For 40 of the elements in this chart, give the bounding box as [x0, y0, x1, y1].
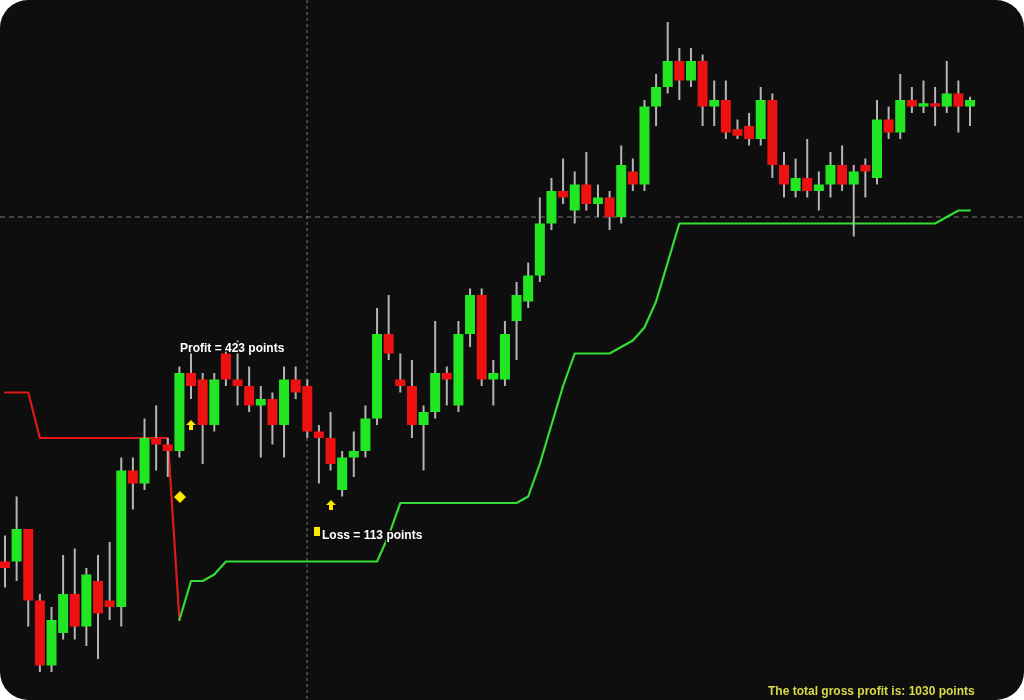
candlestick	[581, 151, 592, 212]
candlestick	[244, 365, 255, 413]
candlestick	[790, 157, 801, 199]
candlestick	[825, 151, 836, 199]
candlestick	[848, 164, 859, 238]
candlestick	[674, 47, 685, 101]
candlestick	[883, 105, 894, 140]
candlestick	[709, 79, 720, 127]
candlestick	[651, 73, 662, 127]
candlestick	[930, 86, 941, 127]
candlestick	[627, 157, 638, 192]
candlestick	[778, 151, 789, 199]
candlestick	[162, 437, 173, 478]
candlestick	[441, 365, 452, 407]
candlestick	[941, 60, 952, 114]
candlestick	[813, 170, 824, 212]
candlestick	[837, 144, 848, 192]
candlestick	[255, 385, 266, 459]
candlestick	[558, 157, 569, 205]
text: The total gross profit is: 1030 points	[768, 684, 976, 698]
candlestick	[906, 86, 917, 114]
candlestick	[313, 424, 324, 485]
candlestick	[151, 404, 162, 472]
candlestick	[348, 430, 359, 478]
candlestick	[685, 47, 696, 88]
candlestick	[965, 95, 975, 127]
candlestick	[744, 112, 755, 147]
candlestick	[592, 183, 603, 218]
candlestick	[418, 404, 429, 472]
candlestick	[802, 138, 813, 199]
candlestick	[395, 352, 406, 394]
candlestick	[953, 79, 964, 134]
candlestick	[104, 541, 115, 621]
candlestick	[918, 79, 929, 114]
candlestick	[604, 190, 615, 231]
candlestick	[488, 359, 499, 407]
candlestick	[860, 157, 871, 199]
candlestick	[127, 456, 138, 511]
candlestick	[0, 534, 10, 589]
candlestick	[383, 294, 394, 361]
